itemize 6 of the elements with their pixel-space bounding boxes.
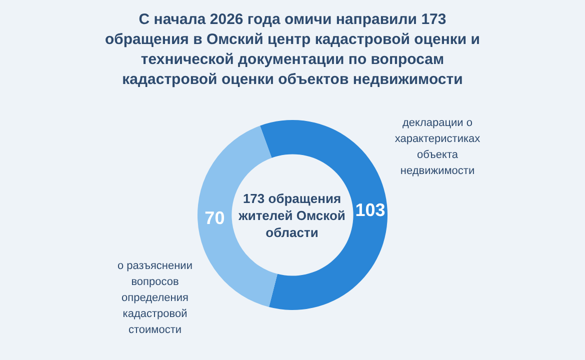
slice-label: о разъяснении вопросов определения кадастровой стоимости: [116, 259, 194, 338]
slice-label: декларации о характеристиках объекта недвижимости: [394, 116, 482, 179]
text: 173 обращения жителей Омской области: [238, 190, 346, 241]
data-label: 70: [204, 208, 225, 228]
chart-title: С начала 2026 года омичи направили 173 обращения в Омский центр кадастровой оценки и технической документации по вопросам кадастровой оценки объектов недвижимости: [104, 10, 482, 90]
data-label: 103: [355, 200, 386, 220]
